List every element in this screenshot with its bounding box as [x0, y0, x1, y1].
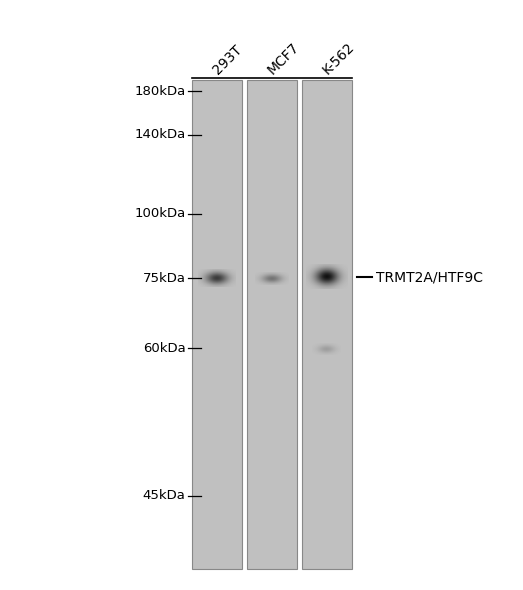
Bar — [302, 80, 351, 569]
Text: 180kDa: 180kDa — [134, 85, 186, 98]
Bar — [247, 80, 297, 569]
Text: 45kDa: 45kDa — [143, 489, 186, 502]
Text: 75kDa: 75kDa — [143, 272, 186, 285]
Text: 60kDa: 60kDa — [143, 342, 186, 355]
Text: TRMT2A/HTF9C: TRMT2A/HTF9C — [376, 270, 483, 284]
Text: 293T: 293T — [210, 42, 244, 77]
Text: K-562: K-562 — [320, 40, 357, 77]
Text: MCF7: MCF7 — [265, 40, 302, 77]
Text: 140kDa: 140kDa — [134, 128, 186, 141]
Bar — [192, 80, 242, 569]
Text: 100kDa: 100kDa — [134, 207, 186, 220]
